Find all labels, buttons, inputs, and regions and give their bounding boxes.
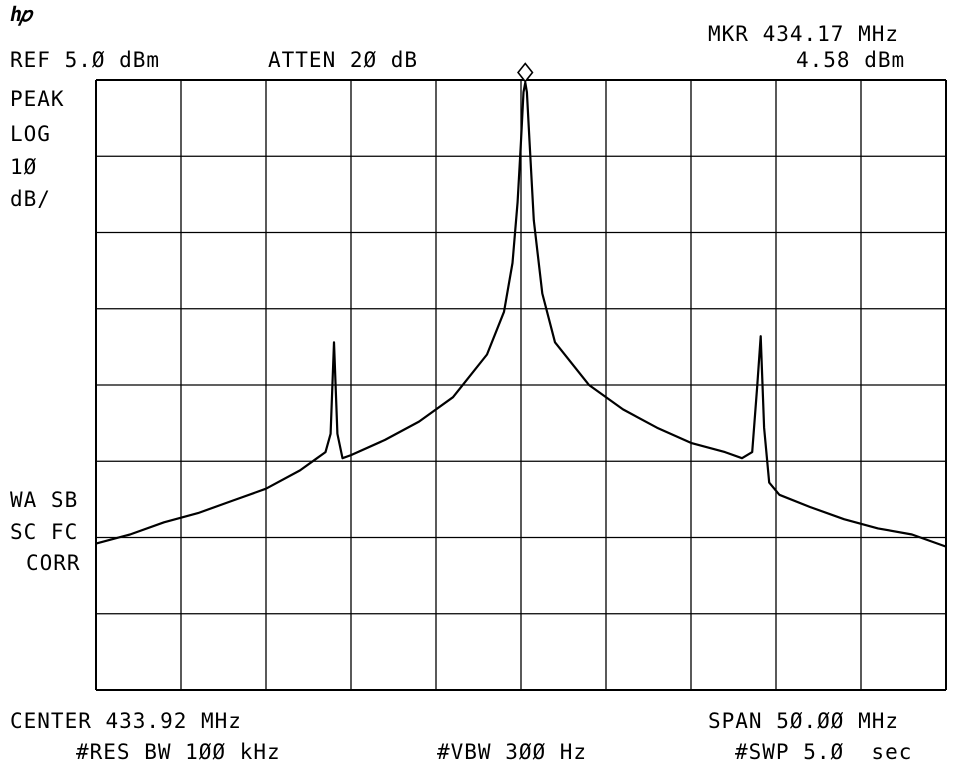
detector-mode-label: PEAK <box>10 87 65 111</box>
ref-level-readout: REF 5.Ø dBm <box>10 48 161 72</box>
sc-fc-label: SC FC <box>10 520 79 544</box>
corr-label: CORR <box>26 551 81 575</box>
scale-value-label: 1Ø <box>10 155 38 179</box>
marker-diamond <box>517 62 534 83</box>
scale-type-label: LOG <box>10 122 51 146</box>
marker-level-readout: 4.58 dBm <box>796 48 906 72</box>
spectrum-trace <box>95 81 947 548</box>
span-readout: SPAN 5Ø.ØØ MHz <box>708 709 900 733</box>
scale-unit-label: dB/ <box>10 187 51 211</box>
resolution-bandwidth-readout: #RES BW 1ØØ kHz <box>76 740 281 764</box>
sweep-time-readout: #SWP 5.Ø sec <box>735 740 913 764</box>
attenuation-readout: ATTEN 2Ø dB <box>268 48 419 72</box>
marker-frequency-readout: MKR 434.17 MHz <box>708 22 900 46</box>
graticule-grid <box>95 79 947 691</box>
center-frequency-readout: CENTER 433.92 MHz <box>10 709 242 733</box>
video-bandwidth-readout: #VBW 3ØØ Hz <box>437 740 588 764</box>
hp-logo: ℎ𝑝 <box>10 2 31 26</box>
wa-sb-label: WA SB <box>10 488 79 512</box>
